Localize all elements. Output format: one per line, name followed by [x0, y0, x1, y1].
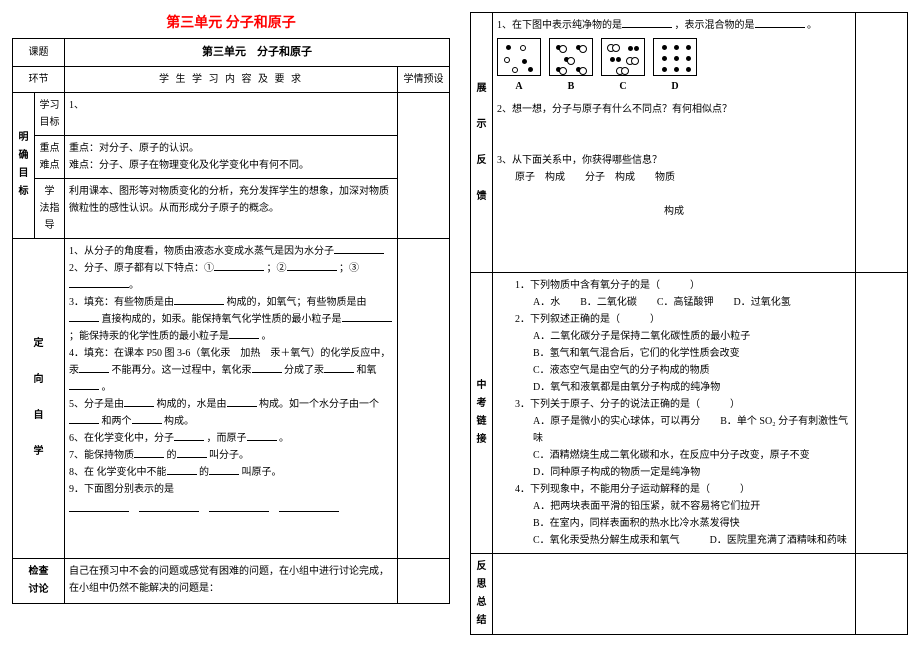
right-table: 展示反馈 1、在下图中表示纯净物的是 ，表示混合物的是 。 [470, 12, 908, 635]
diagram-c [601, 38, 645, 76]
rq3line2: 构成 [497, 203, 851, 220]
q8a: 8、在 化学变化中不能 [69, 467, 167, 478]
goal-focus-h: 重点难点 [35, 135, 65, 178]
stage-head: 环节 [13, 66, 65, 92]
rq3line: 原子 构成 分子 构成 物质 [497, 169, 851, 186]
q6a: 6、在化学变化中，分子 [69, 433, 174, 444]
self-header: 定向自学 [13, 238, 65, 558]
q3a: 3．填充：有些物质是由 [69, 297, 174, 308]
e2a: A．二氧化碳分子是保持二氧化碳性质的最小粒子 [497, 328, 851, 345]
q5b: 构成的，水是由 [157, 399, 227, 410]
topic-head: 课题 [13, 39, 65, 67]
q7b: 的 [167, 450, 177, 461]
label-b: B [549, 78, 593, 95]
q3c: 直接构成的，如汞。能保持氧气化学性质的最小粒子是 [102, 314, 342, 325]
q1: 1、从分子的角度看，物质由液态水变成水蒸气是因为水分子 [69, 246, 334, 257]
discuss-content: 自己在预习中不会的问题或感觉有困难的问题，在小组中进行讨论完成，在小组中仍然不能… [65, 558, 398, 603]
topic-title: 第三单元 分子和原子 [65, 39, 450, 67]
q4e: 。 [102, 382, 112, 393]
rq1b: ，表示混合物的是 [675, 20, 755, 31]
e3: 3．下列关于原子、分子的说法正确的是（ ） [497, 396, 851, 413]
diagram-b [549, 38, 593, 76]
e4b: B．在室内，同样表面积的热水比冷水蒸发得快 [497, 515, 851, 532]
label-a: A [497, 78, 541, 95]
rq2: 2、想一想，分子与原子有什么不同点？有何相似点？ [497, 101, 851, 118]
show-header: 展示反馈 [471, 13, 493, 273]
e2c: C．液态空气是由空气的分子构成的物质 [497, 362, 851, 379]
diagram-row [497, 38, 851, 76]
preset-head: 学情预设 [398, 66, 450, 92]
e2: 2．下列叙述正确的是（ ） [497, 311, 851, 328]
e4a: A．把两块表面平滑的铅压紧，就不容易将它们拉开 [497, 498, 851, 515]
exam-header: 中考链接 [471, 273, 493, 554]
goal-study-c: 1、 [65, 92, 398, 135]
doc-title: 第三单元 分子和原子 [12, 12, 450, 32]
label-c: C [601, 78, 645, 95]
discuss-header: 检查讨论 [13, 558, 65, 603]
reflect-content [493, 554, 856, 635]
reflect-preset [856, 554, 908, 635]
q7c: 叫分子。 [209, 450, 249, 461]
q8b: 的 [199, 467, 209, 478]
goal-preset [398, 92, 450, 238]
goal-focus-l2: 难点：分子、原子在物理变化及化学变化中有何不同。 [69, 160, 309, 171]
rq1a: 1、在下图中表示纯净物的是 [497, 20, 622, 31]
e2d: D．氧气和液氧都是由氧分子构成的纯净物 [497, 379, 851, 396]
left-table: 课题 第三单元 分子和原子 环节 学 生 学 习 内 容 及 要 求 学情预设 … [12, 38, 450, 604]
e4: 4．下列现象中，不能用分子运动解释的是（ ） [497, 481, 851, 498]
show-content: 1、在下图中表示纯净物的是 ，表示混合物的是 。 [493, 13, 856, 273]
q5e: 构成。 [164, 416, 194, 427]
q2b: ；② [267, 263, 287, 274]
rq3: 3、从下面关系中，你获得哪些信息？ [497, 152, 851, 169]
label-d: D [653, 78, 697, 95]
q2c: ；③ [339, 263, 359, 274]
q3b: 构成的，如氧气；有些物质是由 [227, 297, 367, 308]
exam-preset [856, 273, 908, 554]
goal-method-h: 学 法指 导 [35, 178, 65, 238]
e3b: C．酒精燃烧生成二氧化碳和水，在反应中分子改变，原子不变 [497, 447, 851, 464]
rq1c: 。 [807, 20, 817, 31]
diagram-labels: A B C D [497, 78, 851, 95]
q5a: 5、分子是由 [69, 399, 124, 410]
q9: 9．下面图分别表示的是 [69, 484, 174, 495]
e1: 1．下列物质中含有氧分子的是（ ） [497, 277, 851, 294]
goal-header: 明确目标 [13, 92, 35, 238]
exam-content: 1．下列物质中含有氧分子的是（ ） A．水 B．二氧化碳 C．高锰酸钾 D．过氧… [493, 273, 856, 554]
q6b: ，而原子 [207, 433, 247, 444]
show-preset [856, 13, 908, 273]
reflect-header: 反思总结 [471, 554, 493, 635]
q2: 2、分子、原子都有以下特点：① [69, 263, 214, 274]
left-page: 第三单元 分子和原子 课题 第三单元 分子和原子 环节 学 生 学 习 内 容 … [12, 12, 450, 638]
q3e: 。 [262, 331, 272, 342]
goal-method-c: 利用课本、图形等对物质变化的分析，充分发挥学生的想象，加深对物质微粒性的感性认识… [65, 178, 398, 238]
right-page: 展示反馈 1、在下图中表示纯净物的是 ，表示混合物的是 。 [470, 12, 908, 638]
e3a: A．原子是微小的实心球体，可以再分 B．单个 SO₂ 分子有刺激性气味 [497, 413, 851, 447]
q4c: 分成了汞 [284, 365, 324, 376]
diagram-d [653, 38, 697, 76]
self-content: 1、从分子的角度看，物质由液态水变成水蒸气是因为水分子 2、分子、原子都有以下特… [65, 238, 398, 558]
e2b: B．氢气和氧气混合后，它们的化学性质会改变 [497, 345, 851, 362]
q7a: 7、能保持物质 [69, 450, 134, 461]
content-head: 学 生 学 习 内 容 及 要 求 [65, 66, 398, 92]
q5c: 构成。如一个水分子由一个 [259, 399, 379, 410]
discuss-preset [398, 558, 450, 603]
goal-focus-l1: 重点：对分子、原子的认识。 [69, 143, 199, 154]
goal-focus-c: 重点：对分子、原子的认识。 难点：分子、原子在物理变化及化学变化中有何不同。 [65, 135, 398, 178]
q3d: ；能保持汞的化学性质的最小粒子是 [69, 331, 229, 342]
q9-blanks [69, 502, 393, 512]
q5d: 和两个 [102, 416, 132, 427]
q4b: 不能再分。这一过程中，氧化汞 [112, 365, 252, 376]
diagram-a [497, 38, 541, 76]
q6c: 。 [279, 433, 289, 444]
goal-study-h: 学习目标 [35, 92, 65, 135]
e4c: C．氧化汞受热分解生成汞和氧气 D．医院里充满了酒精味和药味 [497, 532, 851, 549]
q4d: 和氧 [357, 365, 377, 376]
e3c: D．同种原子构成的物质一定是纯净物 [497, 464, 851, 481]
self-preset [398, 238, 450, 558]
q8c: 叫原子。 [242, 467, 282, 478]
e1a: A．水 B．二氧化碳 C．高锰酸钾 D．过氧化氢 [497, 294, 851, 311]
